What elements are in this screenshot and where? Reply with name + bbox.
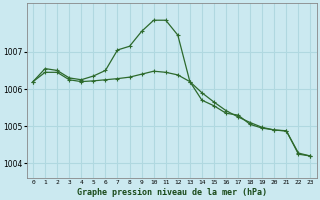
X-axis label: Graphe pression niveau de la mer (hPa): Graphe pression niveau de la mer (hPa) [77,188,267,197]
